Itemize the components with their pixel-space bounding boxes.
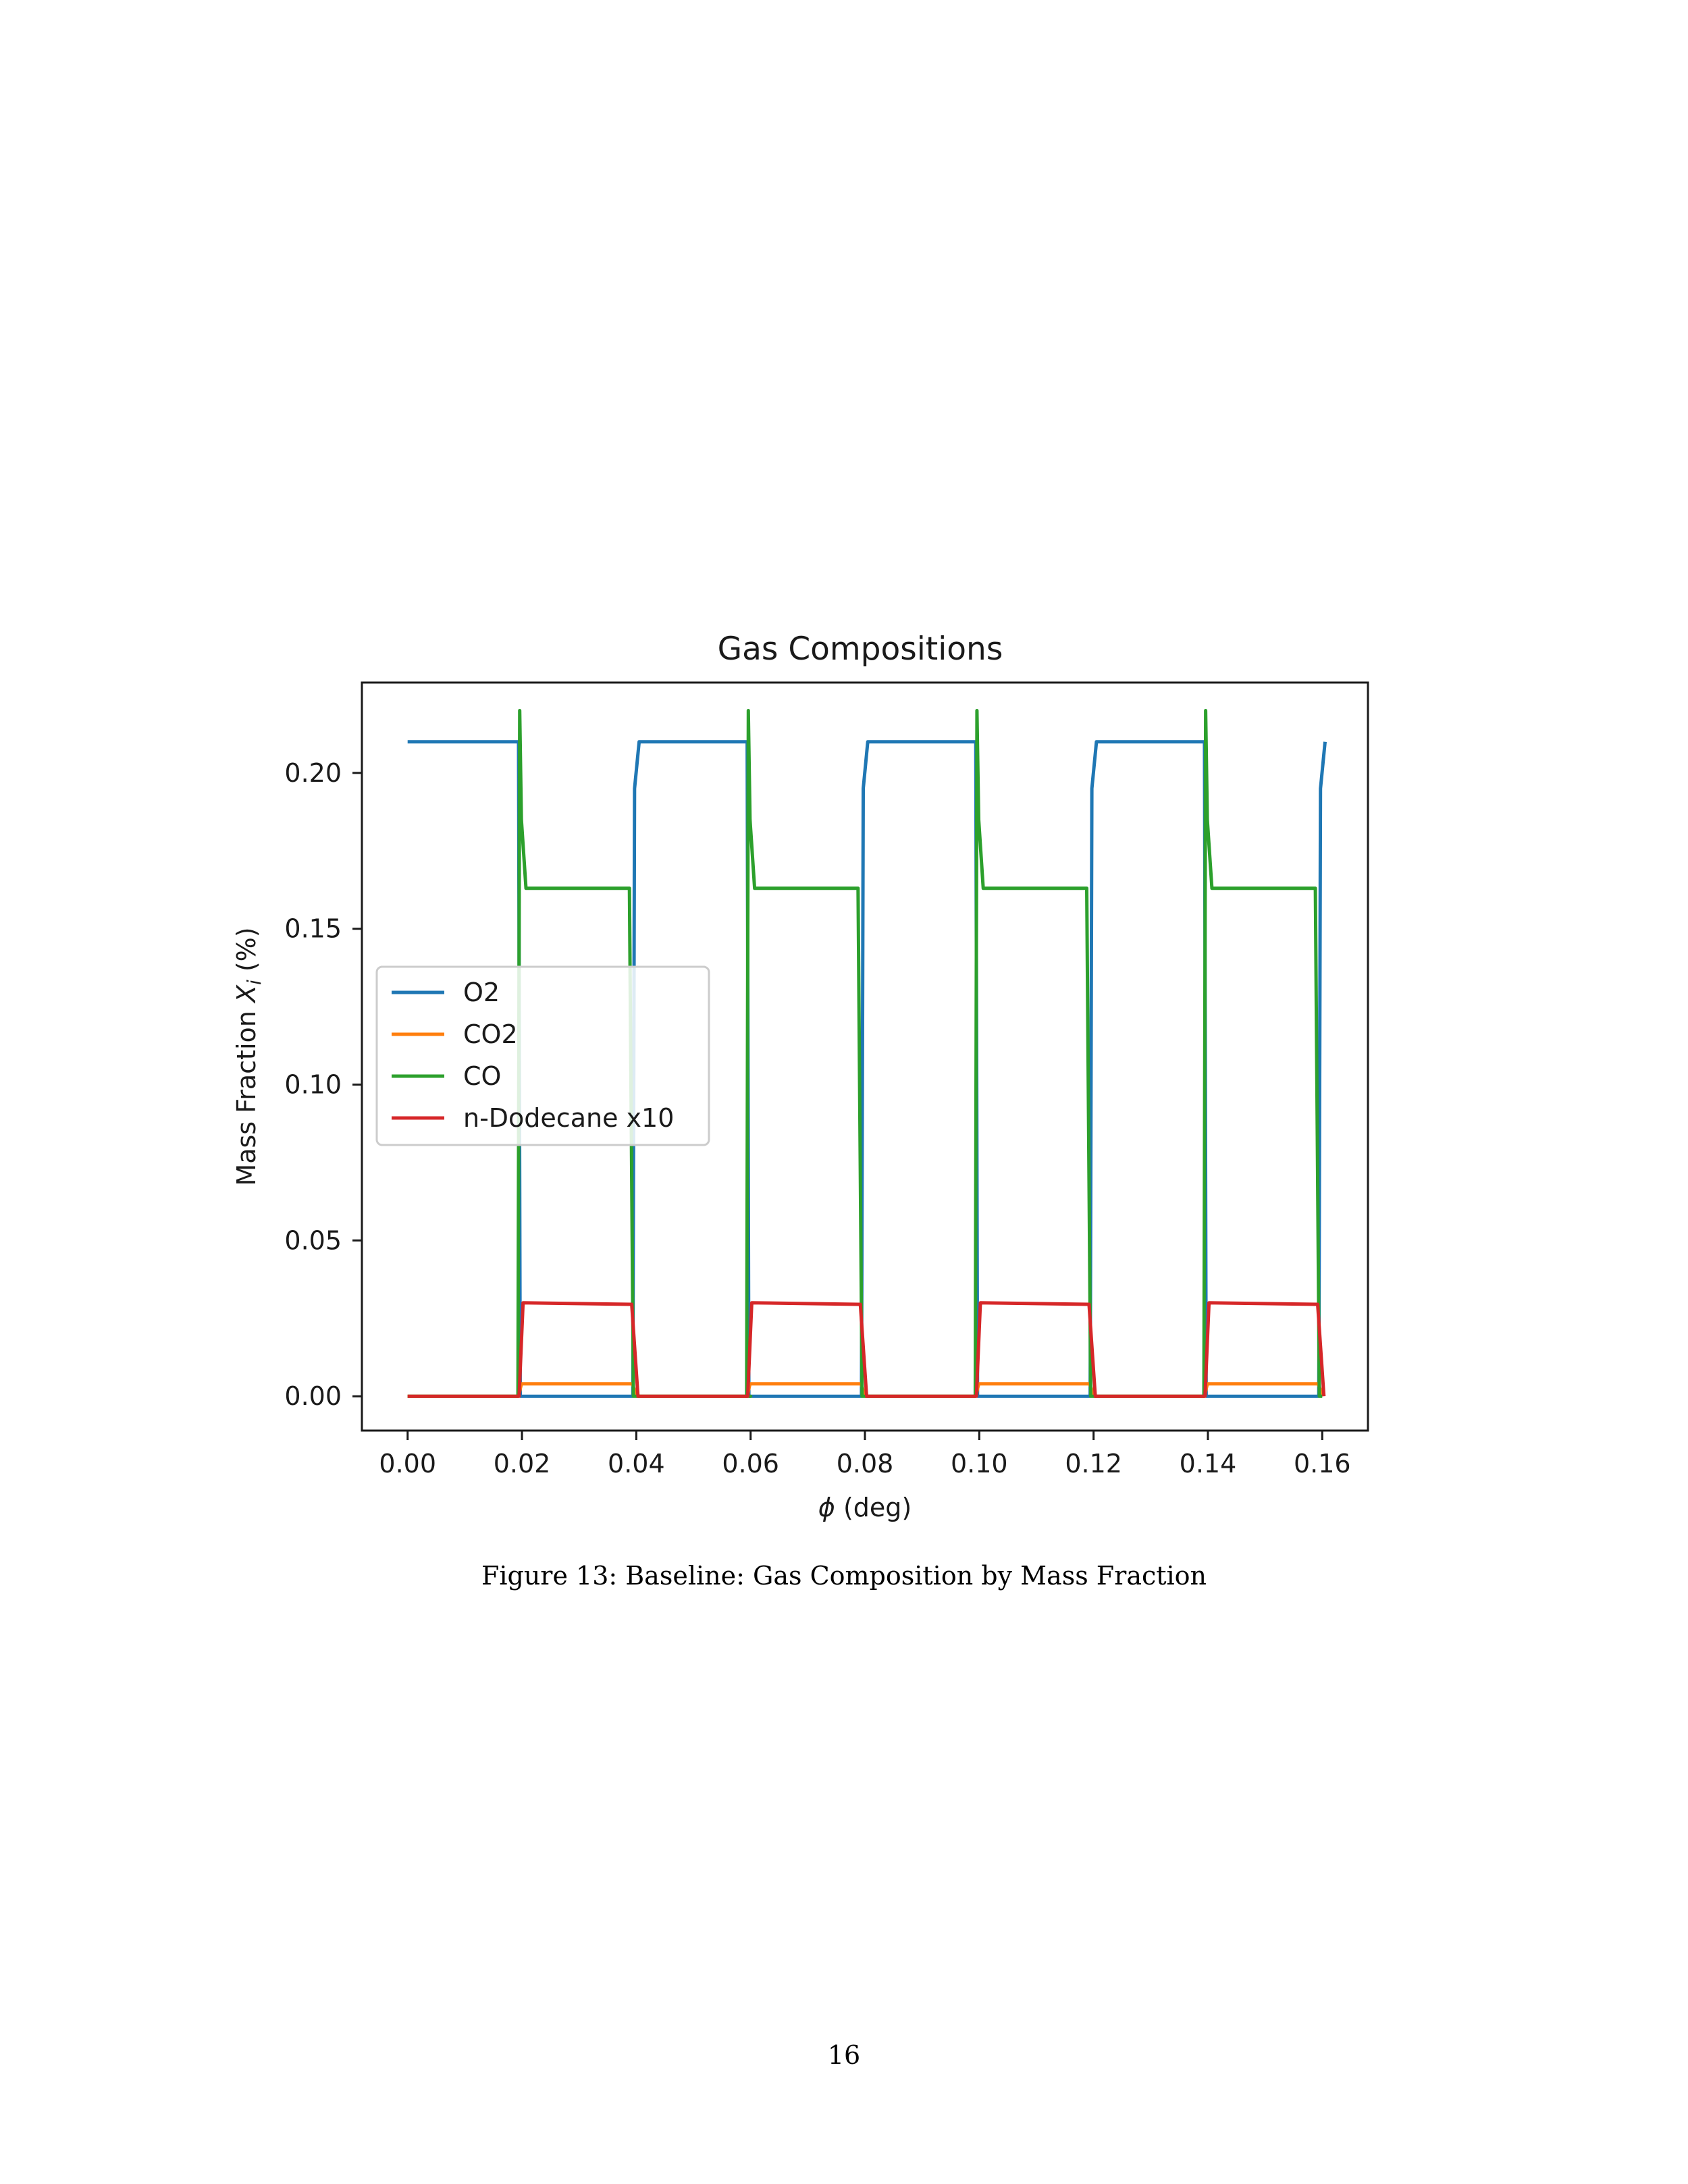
y-tick-label: 0.15 xyxy=(284,914,342,944)
chart-title: Gas Compositions xyxy=(718,631,1003,668)
y-axis-ticks: 0.00 0.05 0.10 0.15 0.20 xyxy=(284,758,362,1411)
y-axis-label-text: Mass Fraction xyxy=(232,1003,261,1186)
y-axis-label-subscript: i xyxy=(243,980,265,985)
y-tick-label: 0.05 xyxy=(284,1225,342,1255)
page-number: 16 xyxy=(827,2040,861,2070)
y-axis-label-unit: (%) xyxy=(232,927,261,980)
x-tick-label: 0.16 xyxy=(1294,1449,1351,1479)
legend-label: O2 xyxy=(463,978,500,1007)
y-tick-label: 0.10 xyxy=(284,1070,342,1100)
x-axis-ticks: 0.00 0.02 0.04 0.06 0.08 0.10 0.12 0.14 0.16 xyxy=(379,1431,1351,1479)
y-tick-label: 0.20 xyxy=(284,758,342,788)
x-tick-label: 0.10 xyxy=(951,1449,1008,1479)
x-axis-label-text: (deg) xyxy=(835,1493,912,1522)
x-tick-label: 0.02 xyxy=(494,1449,551,1479)
x-axis-label-symbol: ϕ xyxy=(818,1493,835,1522)
x-tick-label: 0.14 xyxy=(1180,1449,1237,1479)
series-line-n-dodecane-x10 xyxy=(407,1301,1326,1398)
figure-caption: Figure 13: Baseline: Gas Composition by … xyxy=(481,1561,1207,1591)
x-tick-label: 0.04 xyxy=(608,1449,665,1479)
x-tick-label: 0.08 xyxy=(837,1449,894,1479)
legend: O2 CO2 CO n-Dodecane x10 xyxy=(375,965,710,1146)
legend-label: CO xyxy=(463,1061,501,1091)
x-tick-label: 0.06 xyxy=(722,1449,779,1479)
series-layer xyxy=(407,709,1327,1398)
x-axis-label: ϕ (deg) xyxy=(818,1493,912,1522)
legend-label: n-Dodecane x10 xyxy=(463,1103,674,1133)
legend-box xyxy=(375,965,710,1146)
y-tick-label: 0.00 xyxy=(284,1381,342,1411)
y-axis-label-symbol: X xyxy=(232,984,261,1004)
x-tick-label: 0.00 xyxy=(379,1449,436,1479)
y-axis-label: Mass Fraction Xi (%) xyxy=(232,927,265,1186)
legend-label: CO2 xyxy=(463,1019,518,1049)
x-tick-label: 0.12 xyxy=(1065,1449,1122,1479)
